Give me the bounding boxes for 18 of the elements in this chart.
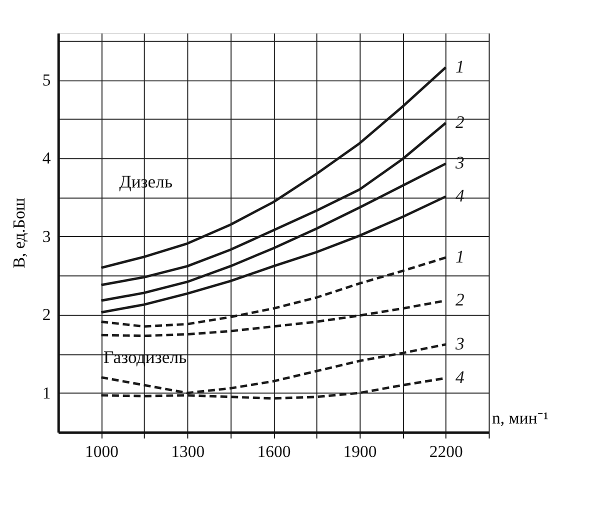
x-tick-label: 1000 (84, 442, 118, 462)
x-tick-label: 1600 (257, 442, 291, 462)
series-label: 3 (454, 152, 465, 173)
y-tick-label: 3 (42, 226, 51, 246)
y-tick-label: 4 (42, 148, 52, 168)
y-tick-label: 2 (42, 305, 51, 324)
y-tick-label: 1 (42, 383, 51, 402)
series-label: 3 (454, 333, 465, 354)
series-label: 4 (456, 367, 465, 388)
y-axis-title: B, ед.Бош (10, 198, 29, 268)
series-label: 2 (456, 290, 465, 310)
series-label: 1 (456, 246, 464, 267)
y-tick-label: 5 (42, 70, 51, 90)
series-label: 1 (456, 56, 464, 76)
x-axis-title: n, мин⁻¹ (492, 408, 548, 428)
x-tick-label: 1300 (171, 442, 205, 462)
x-tick-label: 1900 (343, 442, 377, 462)
x-tick-label: 2200 (429, 442, 463, 462)
